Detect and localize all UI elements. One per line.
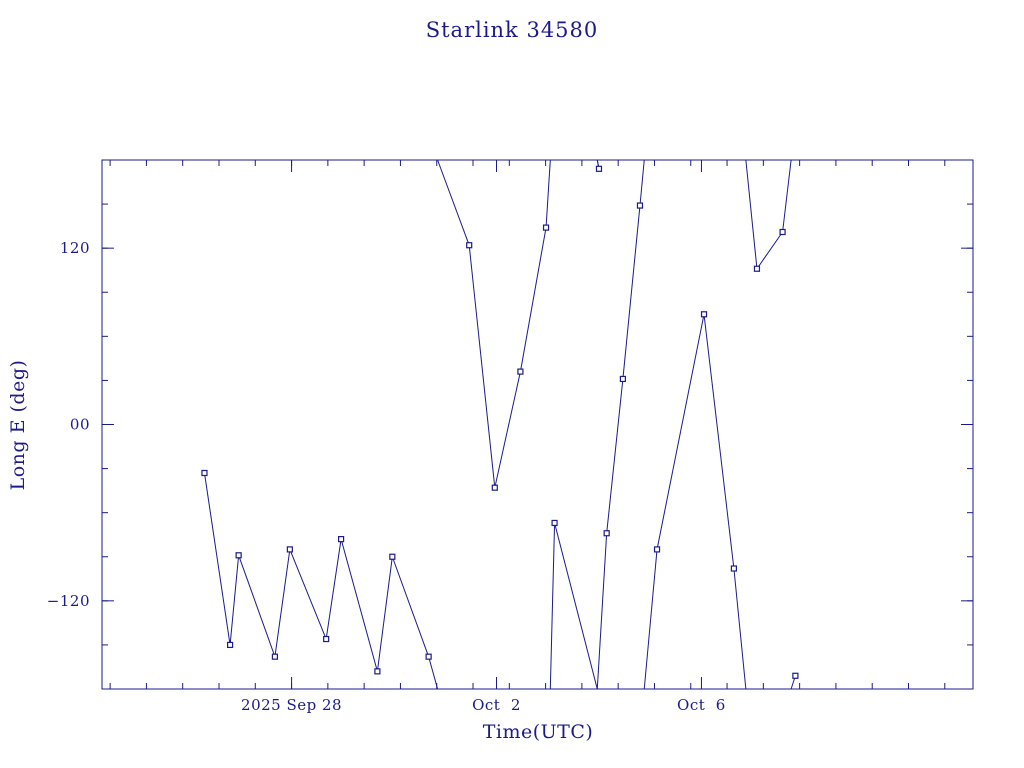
series-segment xyxy=(733,568,747,690)
tick-labels: 2025 Sep 28 Oct 2 Oct 6 120 00 −120 xyxy=(47,239,726,714)
series-segment xyxy=(376,556,393,672)
data-point xyxy=(653,546,661,553)
data-point xyxy=(491,484,498,491)
series-segment xyxy=(549,522,556,690)
series-segment xyxy=(325,539,342,640)
y-tick-label: 00 xyxy=(70,416,90,434)
series-segment xyxy=(756,231,783,270)
data-point xyxy=(425,653,432,660)
series-segment xyxy=(703,314,735,569)
series-segment xyxy=(437,159,470,246)
series-segment xyxy=(519,227,547,372)
data-point xyxy=(700,311,708,318)
series-segment xyxy=(745,159,758,269)
series-segment xyxy=(340,538,378,672)
data-point xyxy=(226,641,234,649)
x-tick-label: Oct 6 xyxy=(677,696,726,714)
series-segment xyxy=(545,159,551,228)
y-axis-label: Long E (deg) xyxy=(7,360,29,491)
data-point xyxy=(636,202,644,209)
data-point xyxy=(542,224,550,231)
series-segment xyxy=(622,205,641,379)
data-point xyxy=(603,530,610,537)
data-point xyxy=(595,165,603,172)
x-tick-label: 2025 Sep 28 xyxy=(241,696,342,714)
data-point xyxy=(323,635,330,643)
data-point xyxy=(271,653,279,660)
data-point xyxy=(286,546,293,553)
data-point xyxy=(551,519,558,527)
plot-frame xyxy=(101,159,974,690)
series-segment xyxy=(606,378,624,534)
data-markers xyxy=(201,165,799,679)
series-segment xyxy=(274,549,291,657)
data-point xyxy=(235,552,242,559)
series-segment xyxy=(238,555,276,657)
series-segment xyxy=(229,555,240,645)
data-point xyxy=(389,553,396,560)
y-tick-label: −120 xyxy=(47,592,90,610)
series-segment xyxy=(468,245,496,488)
y-tick-label: 120 xyxy=(60,239,90,257)
data-point xyxy=(730,565,738,572)
series-segment xyxy=(428,656,439,690)
series-segment xyxy=(391,556,430,657)
x-tick-label: Oct 2 xyxy=(472,696,521,714)
data-point xyxy=(466,242,473,249)
data-point xyxy=(753,265,761,272)
chart-title: Starlink 34580 xyxy=(426,18,599,42)
series-segment xyxy=(289,549,327,640)
series-segment xyxy=(596,533,608,690)
series-segment xyxy=(782,159,792,233)
series-segment xyxy=(643,549,658,690)
data-point xyxy=(517,368,524,375)
data-point xyxy=(792,672,799,679)
plot-area: 2025 Sep 28 Oct 2 Oct 6 120 00 −120 xyxy=(47,159,974,714)
series-segment xyxy=(656,314,705,550)
series-segment xyxy=(554,522,598,690)
data-point xyxy=(779,228,786,236)
data-point xyxy=(619,375,626,383)
series-lines xyxy=(203,159,796,690)
axis-ticks xyxy=(102,160,973,689)
data-point xyxy=(201,469,208,477)
series-segment xyxy=(494,371,521,488)
x-axis-label: Time(UTC) xyxy=(483,721,594,743)
data-point xyxy=(337,536,345,543)
series-segment xyxy=(639,159,645,206)
series-segment xyxy=(203,472,231,645)
data-point xyxy=(374,668,381,675)
